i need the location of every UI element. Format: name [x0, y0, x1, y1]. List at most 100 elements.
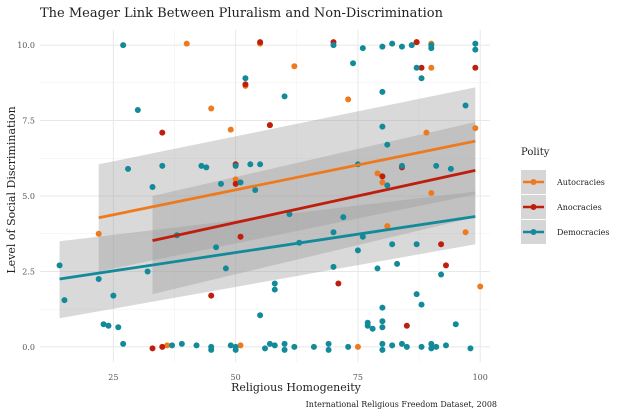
data-point-democracies — [178, 340, 185, 347]
fit-line-layer — [59, 139, 476, 281]
data-point-democracies — [310, 343, 317, 350]
data-point-democracies — [389, 40, 396, 47]
data-point-democracies — [56, 262, 63, 269]
fit-line-autocracies — [98, 139, 476, 220]
data-point-democracies — [144, 268, 151, 275]
data-point-democracies — [379, 123, 386, 130]
data-point-anocracies — [232, 180, 239, 187]
data-point-democracies — [217, 180, 224, 187]
data-point-democracies — [105, 322, 112, 329]
data-point-democracies — [271, 342, 278, 349]
data-point-democracies — [374, 265, 381, 272]
y-tick-label: 10.0 — [17, 41, 35, 50]
data-point-democracies — [237, 179, 244, 186]
legend-key-point-democracies — [530, 229, 537, 235]
data-point-democracies — [379, 88, 386, 95]
data-point-democracies — [203, 164, 210, 171]
data-point-anocracies — [257, 39, 264, 46]
data-point-democracies — [389, 241, 396, 248]
y-tick-label: 7.5 — [22, 117, 35, 126]
data-point-autocracies — [354, 343, 361, 350]
data-point-democracies — [364, 319, 371, 326]
data-point-anocracies — [266, 122, 273, 129]
data-point-democracies — [242, 75, 249, 82]
y-axis-title: Level of Social Discrimination — [5, 106, 18, 273]
data-point-democracies — [433, 343, 440, 350]
x-tick-label: 75 — [353, 373, 363, 382]
data-point-autocracies — [428, 189, 435, 196]
x-axis-title: Religious Homogeneity — [231, 381, 362, 394]
y-tick-label: 5.0 — [22, 192, 35, 201]
legend-label-democracies: Democracies — [557, 228, 610, 237]
data-point-democracies — [286, 211, 293, 218]
data-point-autocracies — [227, 126, 234, 133]
data-point-democracies — [330, 263, 337, 270]
data-point-autocracies — [208, 105, 215, 112]
data-point-democracies — [232, 162, 239, 169]
data-point-democracies — [408, 42, 415, 49]
data-point-autocracies — [384, 223, 391, 230]
data-point-democracies — [169, 342, 176, 349]
ci-ribbon-anocracies — [152, 122, 476, 295]
data-point-democracies — [330, 229, 337, 236]
tick-layer: 25 50 75 100 0.0 2.5 5.0 7.5 10.0 — [17, 41, 488, 382]
legend-label-anocracies: Anocracies — [556, 203, 602, 212]
data-point-democracies — [369, 325, 376, 332]
data-point-democracies — [384, 141, 391, 148]
data-point-democracies — [384, 182, 391, 189]
data-point-anocracies — [237, 233, 244, 240]
data-point-autocracies — [428, 64, 435, 71]
ci-ribbon-democracies — [59, 191, 476, 319]
data-point-democracies — [413, 64, 420, 71]
data-point-democracies — [379, 324, 386, 331]
data-point-democracies — [281, 93, 288, 100]
data-point-anocracies — [208, 292, 215, 299]
data-point-democracies — [340, 214, 347, 221]
data-point-democracies — [442, 342, 449, 349]
data-point-democracies — [281, 340, 288, 347]
data-point-democracies — [389, 342, 396, 349]
data-point-democracies — [227, 342, 234, 349]
data-point-democracies — [257, 312, 264, 319]
legend-title: Polity — [521, 147, 550, 158]
data-point-democracies — [281, 346, 288, 353]
data-point-democracies — [438, 271, 445, 278]
data-point-democracies — [213, 244, 220, 251]
data-point-democracies — [394, 260, 401, 267]
data-point-democracies — [134, 106, 141, 113]
x-tick-label: 100 — [473, 373, 488, 382]
data-point-democracies — [418, 75, 425, 82]
data-point-democracies — [359, 233, 366, 240]
data-point-democracies — [418, 301, 425, 308]
chart-title: The Meager Link Between Pluralism and No… — [40, 6, 444, 21]
data-point-democracies — [472, 40, 479, 47]
data-point-democracies — [428, 45, 435, 52]
y-tick-label: 0.0 — [22, 343, 35, 352]
data-point-autocracies — [462, 229, 469, 236]
chart-caption: International Religious Freedom Dataset,… — [306, 400, 497, 409]
data-point-democracies — [159, 162, 166, 169]
data-point-democracies — [325, 340, 332, 347]
fit-line-democracies — [59, 215, 476, 281]
data-point-democracies — [462, 102, 469, 109]
data-point-democracies — [350, 60, 357, 67]
data-point-democracies — [61, 297, 68, 304]
data-point-democracies — [379, 346, 386, 353]
data-point-democracies — [330, 42, 337, 49]
data-point-democracies — [291, 343, 298, 350]
data-point-democracies — [472, 46, 479, 53]
data-point-democracies — [271, 280, 278, 287]
data-point-democracies — [452, 321, 459, 328]
data-point-democracies — [208, 346, 215, 353]
data-point-democracies — [110, 292, 117, 299]
data-point-democracies — [467, 345, 474, 352]
data-point-democracies — [428, 345, 435, 352]
y-tick-label: 2.5 — [22, 267, 35, 276]
data-point-autocracies — [237, 342, 244, 349]
data-point-autocracies — [477, 283, 484, 290]
data-point-anocracies — [159, 343, 166, 350]
data-point-democracies — [447, 165, 454, 172]
x-tick-label: 50 — [231, 373, 241, 382]
